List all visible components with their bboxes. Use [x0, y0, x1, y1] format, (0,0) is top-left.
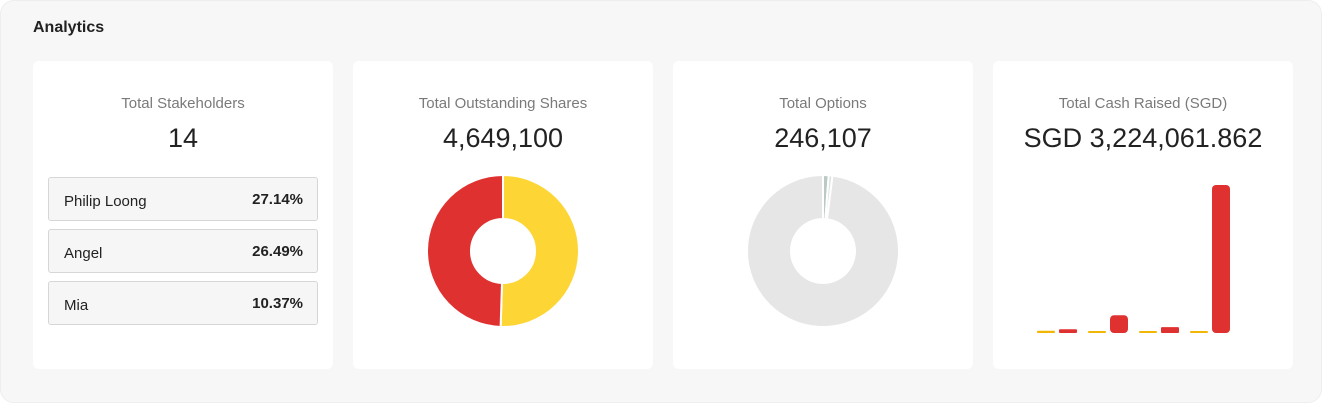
outstanding-shares-donut-chart[interactable]: [353, 171, 653, 341]
outstanding-shares-label: Total Outstanding Shares: [418, 95, 588, 112]
outstanding-shares-value: 4,649,100: [442, 123, 564, 153]
cash-bar[interactable]: [1110, 315, 1128, 333]
top-stakeholders-list: Philip Loong 27.14% Angel 26.49% Mia 10.…: [48, 177, 318, 333]
cash-bar[interactable]: [1212, 185, 1230, 333]
stakeholder-percent: 10.37%: [252, 294, 303, 312]
cash-raised-bar-chart[interactable]: [993, 171, 1293, 341]
outstanding-shares-card: Total Outstanding Shares 4,649,100: [353, 61, 653, 369]
options-card: Total Options 246,107: [673, 61, 973, 369]
donut-slice[interactable]: [426, 173, 504, 328]
cash-bar[interactable]: [1190, 331, 1208, 333]
analytics-title: Analytics: [33, 19, 105, 36]
stakeholders-value: 14: [167, 123, 199, 153]
options-donut-chart[interactable]: [673, 171, 973, 341]
cash-raised-label: Total Cash Raised (SGD): [1058, 95, 1228, 112]
cash-bar[interactable]: [1059, 329, 1077, 333]
options-label: Total Options: [779, 95, 867, 112]
stakeholder-row[interactable]: Angel 26.49%: [48, 229, 318, 273]
stakeholder-name: Philip Loong: [64, 193, 147, 210]
options-value: 246,107: [774, 123, 872, 153]
stakeholder-name: Mia: [64, 297, 89, 314]
donut-slice[interactable]: [746, 173, 900, 328]
stakeholder-row[interactable]: Mia 10.37%: [48, 281, 318, 325]
cash-bar[interactable]: [1037, 330, 1055, 333]
stakeholder-row[interactable]: Philip Loong 27.14%: [48, 177, 318, 221]
cash-raised-value: SGD 3,224,061.862: [1023, 123, 1263, 153]
stakeholders-label: Total Stakeholders: [121, 95, 245, 112]
cash-bar[interactable]: [1088, 331, 1106, 333]
cash-raised-card: Total Cash Raised (SGD) SGD 3,224,061.86…: [993, 61, 1293, 369]
stakeholder-name: Angel: [64, 245, 103, 262]
donut-slice[interactable]: [499, 173, 581, 328]
stakeholder-percent: 27.14%: [252, 190, 303, 208]
stakeholders-card: Total Stakeholders 14 Philip Loong 27.14…: [33, 61, 333, 369]
cash-bar[interactable]: [1139, 331, 1157, 333]
stakeholder-percent: 26.49%: [252, 242, 303, 260]
cash-bar[interactable]: [1161, 327, 1179, 333]
